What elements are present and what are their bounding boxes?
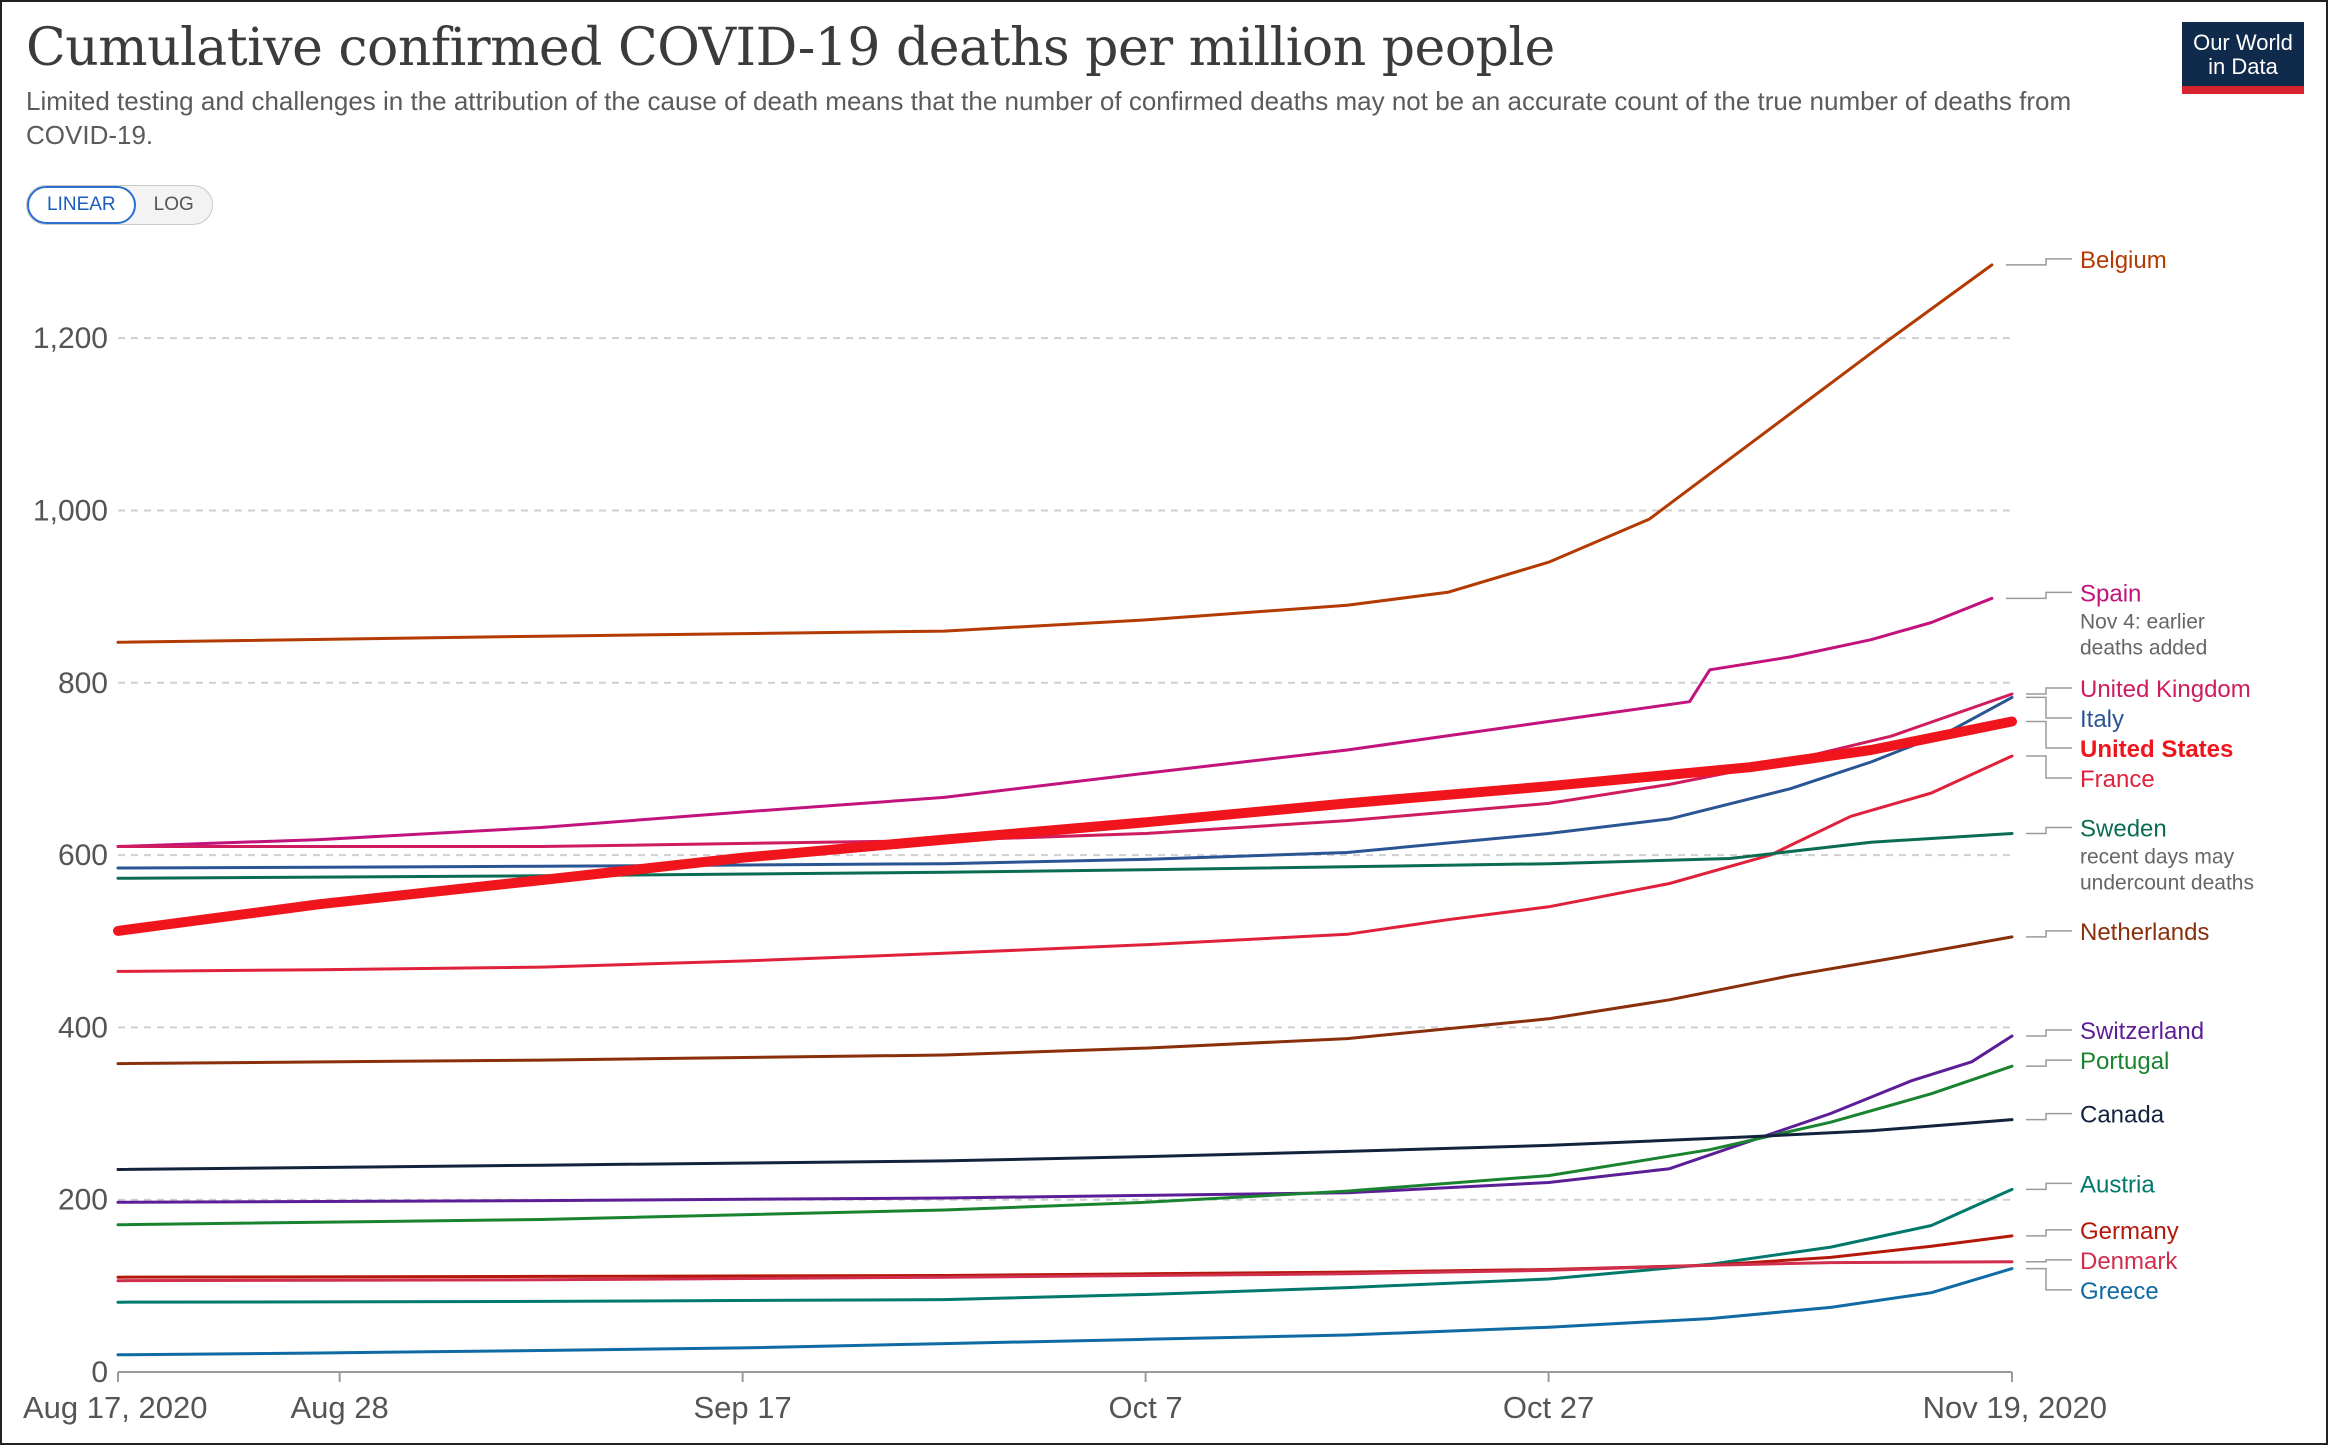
series-note-spain: deaths added xyxy=(2080,636,2207,659)
series-line-united-kingdom[interactable] xyxy=(116,692,2014,848)
series-label-greece[interactable]: Greece xyxy=(2080,1278,2159,1305)
series-line-france[interactable] xyxy=(116,754,2014,973)
series-label-canada[interactable]: Canada xyxy=(2080,1102,2165,1129)
series-label-switzerland[interactable]: Switzerland xyxy=(2080,1018,2204,1045)
series-label-denmark[interactable]: Denmark xyxy=(2080,1248,2178,1275)
y-tick-label: 1,200 xyxy=(33,322,108,355)
series-line-portugal[interactable] xyxy=(116,1064,2014,1227)
series-line-belgium[interactable] xyxy=(116,263,1994,644)
y-tick-label: 200 xyxy=(58,1184,108,1217)
series-label-portugal[interactable]: Portugal xyxy=(2080,1048,2169,1075)
label-connector-portugal xyxy=(2026,1059,2072,1067)
label-connector-belgium xyxy=(2005,258,2072,266)
series-line-netherlands[interactable] xyxy=(116,935,2014,1066)
series-label-united-kingdom[interactable]: United Kingdom xyxy=(2080,676,2251,703)
label-connector-sweden xyxy=(2026,826,2072,835)
logo-line-1: Our World xyxy=(2193,30,2293,55)
x-tick-label: Aug 17, 2020 xyxy=(23,1390,207,1425)
grid-lines xyxy=(118,337,2012,1373)
x-axis: Aug 17, 2020 Aug 28 Sep 17 Oct 7 Oct 27 Nov 1… xyxy=(23,1372,2107,1425)
label-connector-united-kingdom xyxy=(2026,687,2072,695)
series-line-germany[interactable] xyxy=(116,1234,2014,1279)
x-tick-label: Oct 27 xyxy=(1503,1390,1594,1425)
series-line-denmark[interactable] xyxy=(116,1260,2014,1283)
series-label-italy[interactable]: Italy xyxy=(2080,706,2124,733)
series-line-greece[interactable] xyxy=(116,1267,2014,1357)
y-tick-label: 800 xyxy=(58,667,108,700)
label-connector-canada xyxy=(2026,1112,2072,1121)
y-tick-label: 0 xyxy=(91,1356,108,1389)
series-label-austria[interactable]: Austria xyxy=(2080,1171,2155,1198)
series-labels: Belgium Spain Nov 4: earlier deaths added Un… xyxy=(2005,247,2254,1305)
label-connector-greece xyxy=(2026,1267,2072,1291)
label-connector-netherlands xyxy=(2026,930,2072,938)
series-note-spain: Nov 4: earlier xyxy=(2080,610,2205,633)
x-tick-label: Nov 19, 2020 xyxy=(1923,1390,2107,1425)
label-connector-austria xyxy=(2026,1182,2072,1191)
chart-subtitle: Limited testing and challenges in the at… xyxy=(26,86,2072,150)
label-connector-france xyxy=(2026,755,2072,779)
chart-title: Cumulative confirmed COVID-19 deaths per… xyxy=(26,18,1555,78)
owid-logo[interactable]: Our World in Data xyxy=(2182,22,2304,94)
series-lines xyxy=(113,263,2017,1357)
logo-line-2: in Data xyxy=(2208,54,2278,79)
series-label-spain[interactable]: Spain xyxy=(2080,580,2141,607)
scale-toggle: LINEAR LOG xyxy=(26,185,213,225)
series-label-belgium[interactable]: Belgium xyxy=(2080,247,2167,274)
label-connector-italy xyxy=(2026,696,2072,719)
x-tick-label: Oct 7 xyxy=(1109,1390,1183,1425)
series-label-netherlands[interactable]: Netherlands xyxy=(2080,919,2209,946)
series-line-italy[interactable] xyxy=(116,695,2014,870)
series-note-sweden: undercount deaths xyxy=(2080,872,2254,895)
series-label-united-states[interactable]: United States xyxy=(2080,736,2233,763)
series-line-united-states[interactable] xyxy=(113,716,2017,936)
series-line-austria[interactable] xyxy=(116,1187,2014,1304)
label-connector-germany xyxy=(2026,1229,2072,1237)
series-line-spain[interactable] xyxy=(116,596,1994,848)
x-tick-label: Aug 28 xyxy=(291,1390,389,1425)
series-label-sweden[interactable]: Sweden xyxy=(2080,816,2167,843)
series-note-sweden: recent days may xyxy=(2080,846,2235,869)
y-tick-label: 1,000 xyxy=(33,494,108,527)
series-line-canada[interactable] xyxy=(116,1118,2014,1171)
y-tick-label: 600 xyxy=(58,839,108,872)
label-connector-spain xyxy=(2005,591,2072,600)
label-connector-united-states xyxy=(2026,720,2072,749)
y-tick-label: 400 xyxy=(58,1011,108,1044)
series-label-germany[interactable]: Germany xyxy=(2080,1218,2179,1245)
linear-scale-button[interactable]: LINEAR xyxy=(27,186,136,224)
label-connector-denmark xyxy=(2026,1259,2072,1263)
y-axis: 0 200 400 600 800 1,000 1,200 xyxy=(33,322,108,1389)
label-connector-switzerland xyxy=(2026,1029,2072,1037)
series-label-france[interactable]: France xyxy=(2080,766,2155,793)
series-line-sweden[interactable] xyxy=(116,832,2014,880)
log-scale-button[interactable]: LOG xyxy=(153,194,194,215)
x-tick-label: Sep 17 xyxy=(693,1390,791,1425)
series-line-switzerland[interactable] xyxy=(116,1034,2014,1204)
